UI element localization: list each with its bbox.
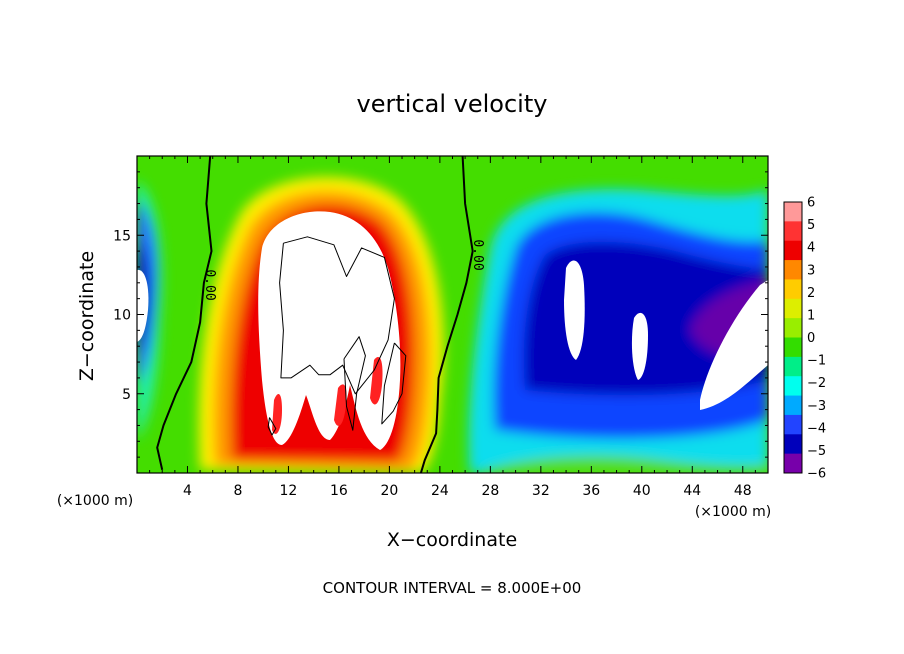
contour-line-4 (381, 342, 407, 425)
colorbar-label: −2 (807, 376, 826, 391)
colorbar-swatch (784, 453, 802, 474)
white-pocket-2 (631, 312, 648, 380)
colorbar-swatch (784, 298, 802, 319)
x-unit-label: (×1000 m) (695, 504, 771, 520)
contour-line-2 (279, 236, 395, 395)
contour-label-right: 0.00 (470, 239, 485, 270)
x-tick-label: 36 (582, 483, 600, 499)
updraft-core (258, 211, 401, 450)
colorbar-label: −3 (807, 399, 826, 414)
colorbar-frame (783, 201, 803, 474)
contour-label-left: 0.00 (202, 269, 217, 300)
colorbar-swatch (784, 240, 802, 261)
contour-line-5 (267, 417, 277, 436)
colorbar-label: −4 (807, 421, 826, 436)
colorbar-label: −6 (807, 467, 826, 482)
red-streak-2 (334, 384, 347, 426)
colorbar-swatch (784, 434, 802, 455)
x-tick-label: 40 (633, 483, 651, 499)
colorbar-swatch (784, 337, 802, 358)
contour-line-1 (419, 156, 474, 473)
blob-right-deep (523, 241, 768, 396)
y-tick-label: 5 (122, 387, 131, 403)
x-tick-label: 28 (481, 483, 499, 499)
contour-lines (156, 156, 474, 473)
colorbar-label: 5 (807, 218, 815, 233)
white-pocket-4 (137, 269, 149, 342)
x-tick-label: 4 (183, 483, 192, 499)
colorbar-label: 6 (807, 196, 815, 211)
blob-bottom-green (480, 455, 768, 473)
white-pocket-1 (564, 260, 585, 360)
y-tick-label: 10 (113, 308, 131, 324)
colorbar-swatch (784, 279, 802, 300)
chart-title: vertical velocity (357, 90, 548, 118)
y-axis-ticks: 5 10 15 (113, 171, 768, 458)
y-tick-label: 15 (113, 228, 131, 244)
colorbar-label: 1 (807, 308, 815, 323)
x-axis-label: X−coordinate (387, 529, 517, 551)
colorbar: 6 5 4 3 2 1 0 −1 −2 −3 −4 −5 −6 (783, 196, 826, 482)
x-tick-label: 8 (233, 483, 242, 499)
contour-interval-note: CONTOUR INTERVAL = 8.000E+00 (323, 579, 582, 597)
colorbar-label: 0 (807, 331, 815, 346)
colorbar-swatch (784, 318, 802, 338)
colorbar-swatch (784, 260, 802, 280)
colorbar-label: −1 (807, 354, 826, 369)
colorbar-swatch (784, 376, 802, 397)
colorbar-swatch (784, 395, 802, 416)
colorbar-swatch (784, 221, 802, 242)
x-tick-label: 20 (380, 483, 398, 499)
y-unit-label: (×1000 m) (57, 493, 133, 509)
colorbar-label: 4 (807, 241, 815, 256)
x-tick-label: 12 (280, 483, 298, 499)
colorbar-swatch (784, 202, 802, 222)
white-pocket-3 (700, 280, 768, 410)
x-tick-label: 32 (532, 483, 550, 499)
x-tick-label: 44 (683, 483, 701, 499)
red-streak-3 (370, 357, 383, 405)
contour-line-3 (343, 336, 366, 431)
x-axis-ticks: 4 8 12 16 20 24 28 32 36 40 44 48 (149, 156, 756, 499)
colorbar-label: 2 (807, 286, 815, 301)
x-tick-label: 48 (734, 483, 752, 499)
y-axis-label: Z−coordinate (76, 251, 98, 381)
contour-line-0 (156, 156, 213, 471)
contour-labels: 0.00 0.00 (202, 239, 485, 300)
x-tick-label: 16 (330, 483, 348, 499)
plot-field: 0.00 0.00 (137, 156, 768, 473)
colorbar-label: −5 (807, 444, 826, 459)
x-tick-label: 24 (431, 483, 449, 499)
colorbar-label: 3 (807, 263, 815, 278)
colorbar-swatch (784, 414, 802, 435)
red-streak-1 (272, 394, 282, 434)
colorbar-swatch (784, 356, 802, 377)
